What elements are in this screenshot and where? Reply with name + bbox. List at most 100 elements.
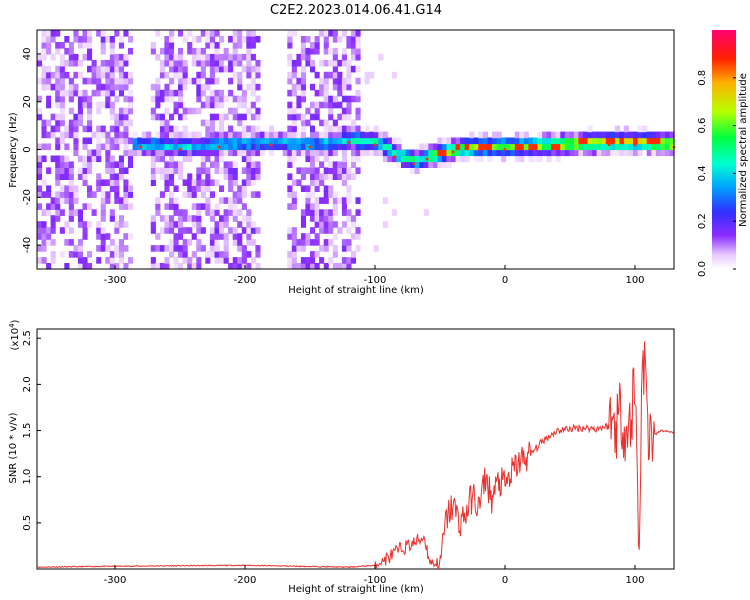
spectrogram-cell <box>250 53 256 61</box>
spectrogram-cell <box>123 221 129 228</box>
spectrogram-cell <box>41 179 47 186</box>
spectrogram-cell <box>423 161 429 168</box>
spectrogram-cell <box>360 137 366 145</box>
spectrogram-cell <box>346 71 352 79</box>
spectrogram-cell <box>96 245 102 252</box>
spectrogram-cell <box>287 101 293 109</box>
spectrogram-cell <box>328 137 334 145</box>
spectrogram-cell <box>123 203 129 210</box>
spectrogram-cell <box>77 101 83 109</box>
spectrogram-cell <box>178 53 184 61</box>
ridge-point <box>217 145 221 149</box>
spectrogram-cell <box>150 215 156 222</box>
spectrogram-cell <box>341 77 347 85</box>
spectrogram-cell <box>360 143 366 151</box>
spectrogram-cell <box>455 143 461 151</box>
spectrogram-cell <box>332 71 338 79</box>
spectrogram-cell <box>100 101 106 109</box>
spectrogram-cell <box>68 83 74 91</box>
spectrogram-cell <box>219 53 225 61</box>
spectrogram-cell <box>305 107 311 115</box>
spectrogram-cell <box>182 239 188 246</box>
spectrogram-cell <box>328 149 334 157</box>
spectrogram-cell <box>246 71 252 79</box>
spectrogram-cell <box>128 101 134 109</box>
spectrogram-cell <box>446 155 452 163</box>
spectrogram-cell <box>337 227 343 234</box>
spectrogram-cell <box>64 125 70 133</box>
spectrogram-cell <box>209 137 215 145</box>
spectrogram-cell <box>501 143 507 151</box>
spectrogram-cell <box>523 137 529 145</box>
spectrogram-cell <box>214 179 220 186</box>
spectrogram-cell <box>105 257 111 264</box>
spectrogram-cell <box>346 59 352 67</box>
spectrogram-cell <box>237 113 243 121</box>
spectrogram-cell <box>196 107 202 115</box>
spectrogram-cell <box>114 53 120 61</box>
spectrogram-cell <box>341 173 347 180</box>
spectrogram-cell <box>73 53 79 61</box>
spectrogram-cell <box>323 221 329 228</box>
spectrogram-cell <box>200 71 206 79</box>
spectrogram-cell <box>205 36 211 43</box>
spectrogram-cell <box>150 155 156 163</box>
spectrogram-cell <box>50 83 56 91</box>
spectrogram-cell <box>169 36 175 43</box>
spectrogram-cell <box>55 125 61 133</box>
spectrogram-cell <box>255 251 261 258</box>
spectrogram-cell <box>228 143 234 151</box>
spectrogram-cell <box>200 203 206 210</box>
spectrogram-cell <box>182 257 188 264</box>
spectrogram-cell <box>91 131 97 139</box>
spectrogram-cell <box>337 71 343 79</box>
spectrogram-cell <box>109 167 115 174</box>
spectrogram-cell <box>346 245 352 252</box>
spectrogram-cell <box>196 257 202 264</box>
spectrogram-cell <box>355 197 361 204</box>
spectrogram-cell <box>328 101 334 109</box>
spectrogram-cell <box>323 209 329 216</box>
spectrogram-cell <box>305 36 311 43</box>
spectrogram-cell <box>469 143 475 151</box>
spectrogram-cell <box>37 191 43 198</box>
spectrogram-cell <box>155 53 161 61</box>
spectrogram-cell <box>250 227 256 234</box>
snr-x-label: Height of straight line (km) <box>288 584 424 595</box>
spectrogram-cell <box>169 42 175 49</box>
spectrogram-cell <box>432 155 438 163</box>
spectrogram-cell <box>651 149 657 157</box>
spectrogram-cell <box>241 113 247 121</box>
spectrogram-cell <box>146 131 152 139</box>
spectrogram-cell <box>341 59 347 67</box>
spectrogram-cell <box>182 71 188 79</box>
spectrogram-cell <box>555 155 561 163</box>
spectrogram-cell <box>537 137 543 145</box>
spectrogram-cell <box>469 149 475 157</box>
spectrogram-cell <box>50 113 56 121</box>
spectrogram-cell <box>59 59 65 67</box>
spectrogram-cell <box>564 143 570 151</box>
spectrogram-cell <box>82 30 88 37</box>
spectrogram-cell <box>55 77 61 85</box>
spectrogram-cell <box>441 155 447 163</box>
spectrogram-cell <box>337 59 343 67</box>
spectrogram-cell <box>209 30 215 37</box>
spectrogram-cell <box>355 36 361 43</box>
spectrogram-cell <box>232 227 238 234</box>
spectrogram-cell <box>232 149 238 157</box>
spectrogram-cell <box>123 30 129 37</box>
spectrogram-cell <box>96 257 102 264</box>
spectrogram-cell <box>196 215 202 222</box>
spectrogram-cell <box>332 83 338 91</box>
spectrogram-cell <box>646 149 652 157</box>
spectrogram-cell <box>196 95 202 103</box>
spectrogram-cell <box>109 209 115 216</box>
spectrogram-cell <box>619 149 625 157</box>
spectrogram-cell <box>619 137 625 145</box>
spectrogram-cell <box>228 107 234 115</box>
spectrogram-cell <box>228 149 234 157</box>
spectrogram-cell <box>77 59 83 67</box>
spectrogram-cell <box>310 101 316 109</box>
spectrogram-cell <box>109 251 115 258</box>
